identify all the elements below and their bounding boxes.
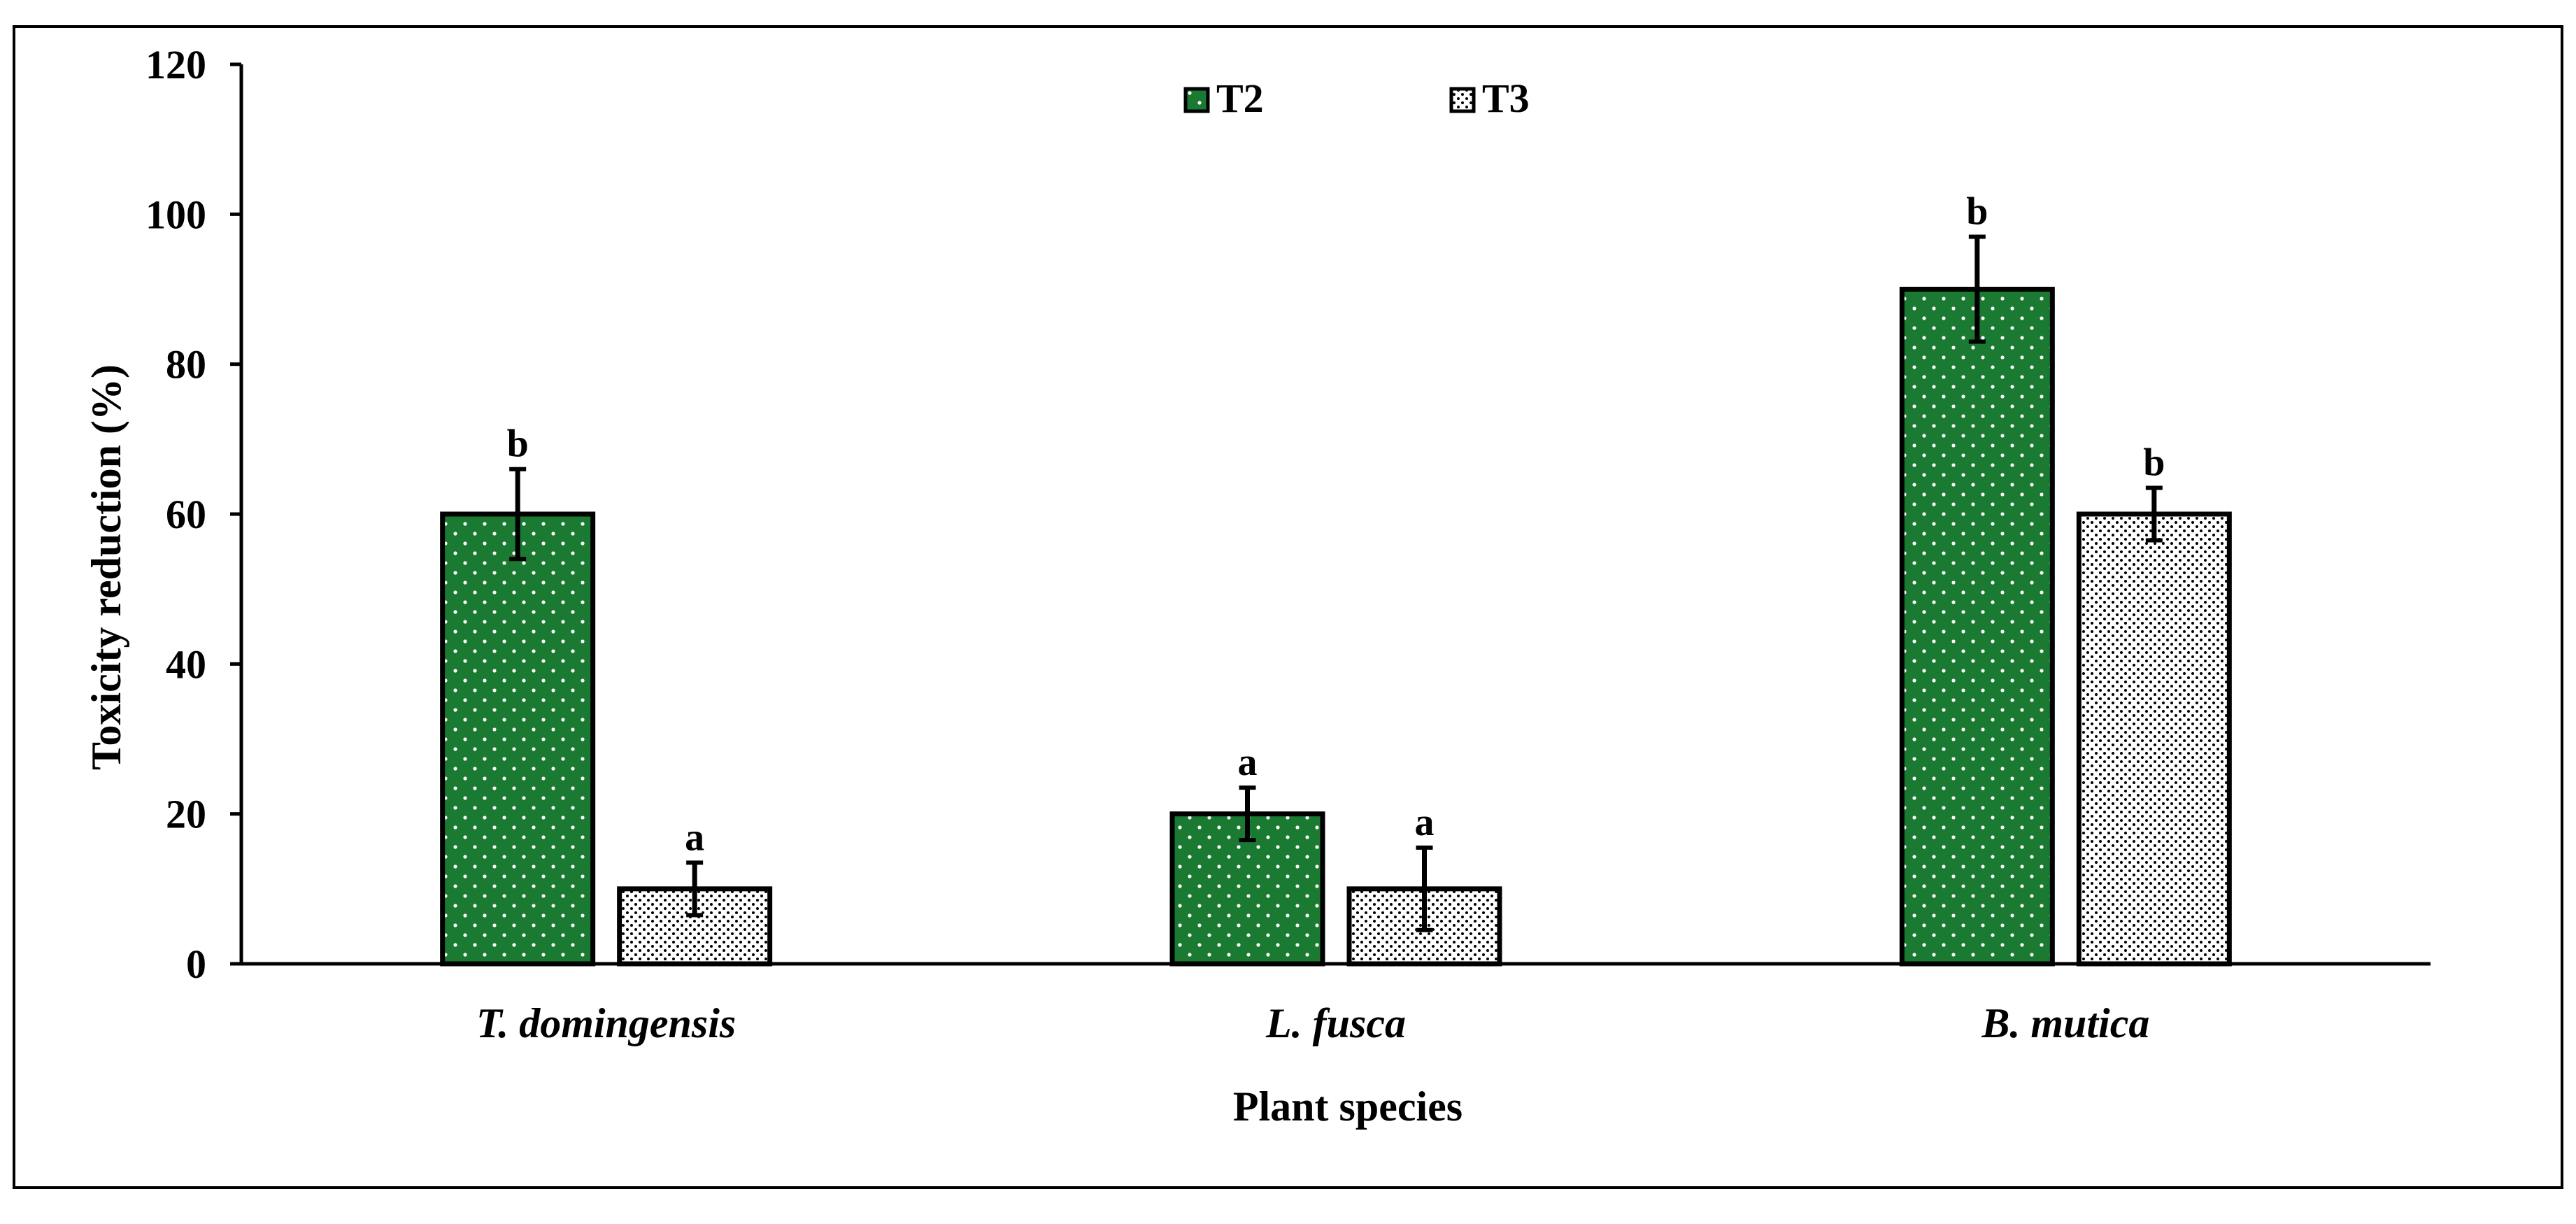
significance-label: b <box>2143 441 2165 484</box>
y-axis: 0 20 40 60 80 100 120 <box>145 42 243 987</box>
y-tick-label: 0 <box>186 941 206 987</box>
y-tick-label: 40 <box>166 641 206 687</box>
bar-t2 <box>1899 287 2055 967</box>
y-tick-label: 80 <box>166 342 206 387</box>
legend-swatch-t3 <box>1449 87 1476 113</box>
y-tick-label: 120 <box>145 42 206 87</box>
legend: T2 T3 <box>1183 76 1530 121</box>
bar-t2 <box>440 511 596 967</box>
y-tick-label: 20 <box>166 792 206 837</box>
x-axis-title: Plant species <box>1233 1083 1463 1130</box>
significance-label: b <box>507 422 529 466</box>
bar-t3 <box>2076 511 2232 967</box>
legend-label-t3: T3 <box>1482 76 1530 121</box>
x-tick-label: T. domingensis <box>476 1000 736 1046</box>
significance-label: a <box>1415 801 1435 844</box>
y-tick-label: 100 <box>145 192 206 237</box>
x-axis: T. domingensis L. fusca B. mutica <box>241 962 2431 1046</box>
significance-label: a <box>685 816 704 859</box>
x-tick-label: L. fusca <box>1265 1000 1406 1046</box>
x-tick-label: B. mutica <box>1981 1000 2149 1046</box>
legend-label-t2: T2 <box>1216 76 1264 121</box>
y-tick-label: 60 <box>166 492 206 537</box>
chart-frame <box>13 25 2563 1189</box>
y-axis-title: Toxicity reduction (%) <box>83 364 129 770</box>
bars-group: b a a a b b <box>440 190 2232 967</box>
significance-label: b <box>1966 190 1988 233</box>
legend-swatch-t2 <box>1183 87 1210 113</box>
significance-label: a <box>1238 741 1258 784</box>
